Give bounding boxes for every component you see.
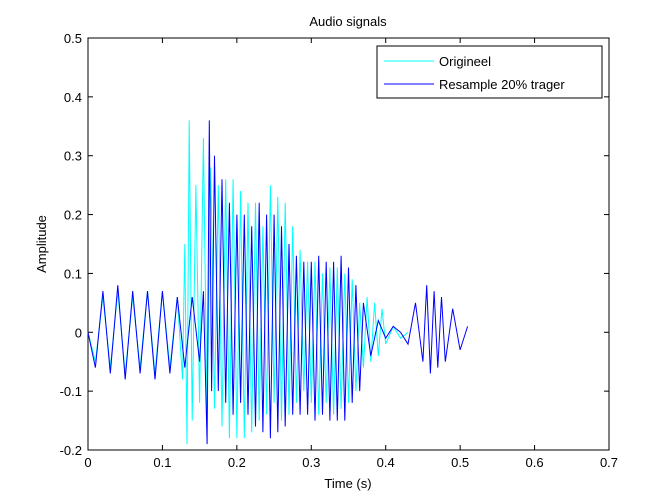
x-axis-label: Time (s) xyxy=(324,476,371,491)
y-tick-label: 0.5 xyxy=(64,31,82,46)
plot-area: 0 0.1 0.2 0.3 0.4 0.5 0.6 0.7 -0.2 -0.1 0 0.1 0.2 0.3… xyxy=(60,31,618,470)
chart-title: Audio signals xyxy=(309,14,387,29)
y-tick-label: 0.1 xyxy=(64,266,82,281)
y-tick-label: -0.1 xyxy=(60,384,82,399)
x-tick-label: 0.4 xyxy=(377,455,395,470)
y-tick-label: 0.3 xyxy=(64,149,82,164)
axes-frame xyxy=(87,37,610,451)
x-tick-label: 0 xyxy=(84,455,91,470)
x-tick-label: 0.2 xyxy=(228,455,246,470)
series-layer xyxy=(87,120,469,445)
x-tick-label: 0.7 xyxy=(600,455,618,470)
x-tick-label: 0.3 xyxy=(302,455,320,470)
y-axis-label: Amplitude xyxy=(34,215,49,273)
y-tick-label: 0 xyxy=(75,325,82,340)
legend-label-resample: Resample 20% trager xyxy=(439,77,565,92)
y-tick-label: 0.2 xyxy=(64,208,82,223)
x-tick-label: 0.1 xyxy=(153,455,171,470)
x-tick-label: 0.5 xyxy=(451,455,469,470)
series-line-1 xyxy=(87,120,469,445)
legend-label-origineel: Origineel xyxy=(439,54,491,69)
legend-box xyxy=(376,45,603,99)
legend: Origineel Resample 20% trager xyxy=(376,45,603,99)
y-tick-label: -0.2 xyxy=(60,443,82,458)
x-tick-label: 0.6 xyxy=(526,455,544,470)
tick-layer: 0 0.1 0.2 0.3 0.4 0.5 0.6 0.7 -0.2 -0.1 0 0.1 0.2 0.3… xyxy=(60,31,618,470)
y-tick-label: 0.4 xyxy=(64,90,82,105)
